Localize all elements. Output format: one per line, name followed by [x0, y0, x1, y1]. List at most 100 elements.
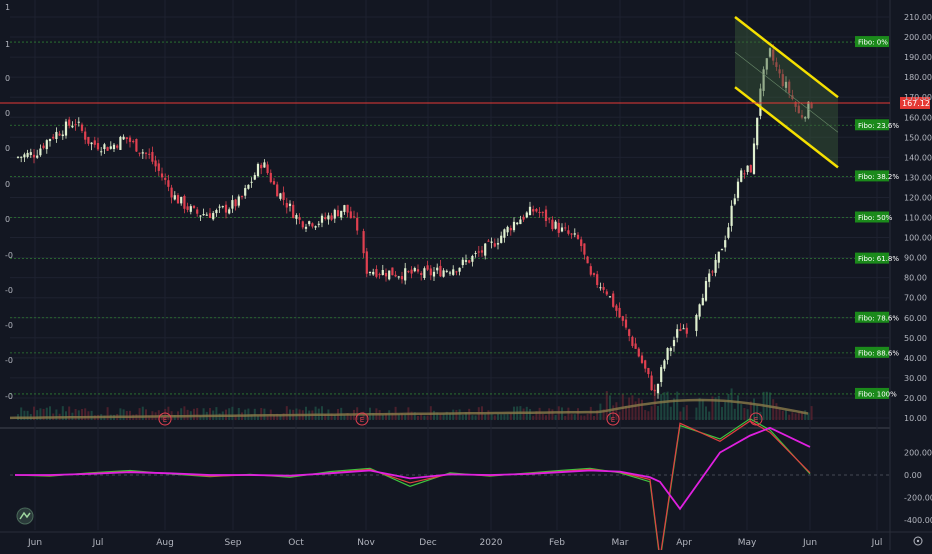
candle-body[interactable] — [410, 269, 413, 274]
candle-body[interactable] — [455, 271, 458, 273]
candle-body[interactable] — [608, 296, 612, 298]
candle-body[interactable] — [679, 329, 682, 332]
candle-body[interactable] — [551, 219, 554, 230]
candle-body[interactable] — [535, 209, 538, 212]
candle-body[interactable] — [333, 209, 336, 219]
candle-body[interactable] — [439, 265, 442, 277]
tradingview-logo-icon[interactable] — [16, 507, 34, 525]
candle-body[interactable] — [100, 151, 103, 153]
candle-body[interactable] — [336, 210, 340, 217]
candle-layer[interactable] — [16, 44, 813, 399]
candle-body[interactable] — [714, 259, 717, 273]
letter-e-circle-icon[interactable]: E — [749, 412, 763, 426]
candle-body[interactable] — [807, 101, 810, 119]
candle-body[interactable] — [253, 175, 256, 180]
candle-body[interactable] — [804, 116, 807, 119]
candle-body[interactable] — [356, 217, 359, 231]
candle-body[interactable] — [381, 270, 384, 275]
candle-body[interactable] — [708, 273, 711, 282]
candle-body[interactable] — [388, 270, 391, 280]
candle-body[interactable] — [644, 360, 647, 369]
candle-body[interactable] — [474, 252, 477, 254]
candle-body[interactable] — [365, 251, 368, 274]
candle-body[interactable] — [170, 187, 173, 198]
candle-body[interactable] — [477, 251, 480, 253]
candle-body[interactable] — [384, 272, 388, 277]
candle-body[interactable] — [362, 231, 365, 254]
candle-body[interactable] — [292, 204, 295, 219]
candle-body[interactable] — [26, 152, 29, 157]
candle-body[interactable] — [733, 198, 736, 205]
candle-body[interactable] — [605, 291, 608, 295]
candle-body[interactable] — [669, 348, 672, 351]
candle-body[interactable] — [90, 142, 93, 145]
candle-body[interactable] — [512, 221, 516, 231]
candle-body[interactable] — [71, 125, 74, 128]
candle-body[interactable] — [756, 117, 759, 146]
candle-body[interactable] — [320, 215, 324, 223]
candle-body[interactable] — [106, 147, 109, 151]
candle-body[interactable] — [490, 241, 493, 243]
candle-body[interactable] — [496, 243, 500, 245]
candle-body[interactable] — [340, 210, 343, 218]
candle-body[interactable] — [423, 268, 426, 278]
candle-body[interactable] — [141, 152, 144, 154]
candle-body[interactable] — [506, 226, 509, 233]
candle-body[interactable] — [196, 209, 199, 214]
candle-body[interactable] — [653, 390, 656, 392]
candle-body[interactable] — [621, 316, 624, 321]
candle-body[interactable] — [397, 276, 400, 278]
candle-body[interactable] — [93, 140, 96, 145]
candle-body[interactable] — [752, 143, 756, 174]
candle-body[interactable] — [135, 138, 138, 152]
candle-body[interactable] — [695, 314, 698, 331]
gear-icon[interactable] — [913, 536, 923, 546]
candle-body[interactable] — [701, 297, 704, 306]
letter-e-circle-icon[interactable]: E — [355, 412, 369, 426]
candle-body[interactable] — [308, 221, 311, 225]
candle-body[interactable] — [448, 272, 452, 274]
candle-body[interactable] — [96, 143, 100, 150]
candle-body[interactable] — [349, 211, 352, 219]
candle-body[interactable] — [112, 144, 116, 150]
candle-body[interactable] — [215, 210, 218, 214]
candle-body[interactable] — [314, 226, 317, 228]
candle-body[interactable] — [778, 69, 781, 74]
candle-body[interactable] — [272, 181, 276, 185]
candle-body[interactable] — [58, 133, 61, 136]
candle-body[interactable] — [378, 274, 381, 276]
candle-body[interactable] — [548, 218, 551, 220]
candle-body[interactable] — [624, 319, 628, 328]
candle-body[interactable] — [663, 360, 666, 369]
candle-body[interactable] — [557, 222, 560, 233]
candle-body[interactable] — [759, 88, 762, 116]
candle-body[interactable] — [260, 164, 263, 169]
candle-body[interactable] — [602, 286, 605, 290]
candle-body[interactable] — [61, 134, 64, 137]
candle-body[interactable] — [87, 136, 90, 144]
candle-body[interactable] — [768, 48, 772, 57]
candle-body[interactable] — [452, 269, 455, 275]
candle-body[interactable] — [144, 152, 148, 154]
candle-body[interactable] — [528, 206, 532, 216]
candle-body[interactable] — [23, 154, 26, 158]
candle-body[interactable] — [263, 162, 266, 168]
candle-body[interactable] — [68, 119, 71, 126]
candle-body[interactable] — [372, 271, 375, 275]
candle-body[interactable] — [404, 268, 407, 281]
candle-body[interactable] — [173, 195, 176, 200]
candle-body[interactable] — [218, 206, 221, 208]
candle-body[interactable] — [541, 211, 544, 213]
candle-body[interactable] — [394, 274, 397, 277]
candle-body[interactable] — [429, 268, 432, 276]
candle-body[interactable] — [698, 304, 701, 317]
candle-body[interactable] — [42, 145, 45, 149]
candle-body[interactable] — [676, 329, 679, 338]
candle-body[interactable] — [736, 181, 740, 198]
candle-body[interactable] — [471, 255, 474, 262]
candle-body[interactable] — [640, 355, 644, 363]
candle-body[interactable] — [672, 340, 676, 347]
candle-body[interactable] — [420, 273, 423, 275]
candle-body[interactable] — [125, 137, 128, 140]
